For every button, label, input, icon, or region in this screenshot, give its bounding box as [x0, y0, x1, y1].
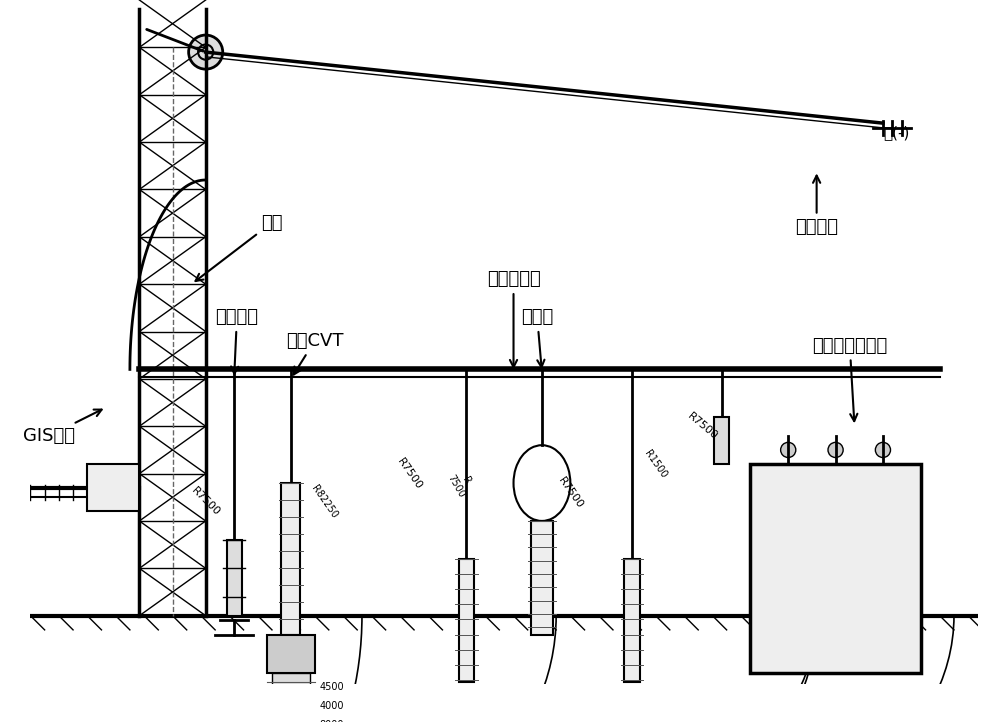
Text: R1500: R1500	[642, 448, 669, 480]
Bar	[907, 531, 921, 544]
Circle shape	[781, 443, 796, 458]
Text: 高压引线: 高压引线	[795, 175, 838, 236]
Circle shape	[189, 35, 223, 69]
Bar	[907, 568, 921, 583]
Text: R7500: R7500	[189, 486, 222, 518]
Text: 铁塔: 铁塔	[196, 214, 283, 281]
Text: GIS套管: GIS套管	[23, 409, 102, 445]
Bar	[907, 587, 921, 601]
Text: R
7500: R 7500	[446, 467, 477, 499]
Bar	[281, 483, 300, 635]
Text: 8000: 8000	[319, 720, 344, 722]
Text: 4000: 4000	[319, 700, 344, 710]
Text: 接地开关: 接地开关	[215, 308, 258, 374]
Bar	[277, 701, 305, 722]
Bar	[907, 606, 921, 620]
Bar	[624, 559, 640, 682]
Bar	[907, 549, 921, 564]
Bar	[769, 492, 902, 635]
Text: 避雷器: 避雷器	[521, 308, 553, 367]
Text: R7500: R7500	[395, 456, 424, 491]
Text: 册(-): 册(-)	[883, 125, 909, 140]
Bar	[907, 511, 921, 526]
Text: R7500: R7500	[686, 411, 720, 442]
Text: 柱式CVT: 柱式CVT	[286, 332, 343, 375]
Circle shape	[875, 443, 891, 458]
Text: 高压并联电抗器: 高压并联电抗器	[812, 336, 887, 421]
Bar	[750, 464, 921, 672]
Bar	[907, 492, 921, 507]
Bar	[779, 511, 892, 616]
Text: 支柱绝缘子: 支柱绝缘子	[487, 271, 540, 367]
Bar	[531, 521, 553, 635]
Bar	[907, 625, 921, 640]
Bar	[272, 672, 310, 701]
Text: R82250: R82250	[309, 484, 339, 521]
Bar	[87, 464, 139, 511]
Bar	[267, 635, 315, 672]
Circle shape	[828, 443, 843, 458]
Bar	[227, 540, 242, 616]
Bar	[714, 417, 729, 464]
Text: 4500: 4500	[319, 682, 344, 692]
Bar	[459, 559, 474, 682]
Text: R7500: R7500	[556, 475, 585, 510]
